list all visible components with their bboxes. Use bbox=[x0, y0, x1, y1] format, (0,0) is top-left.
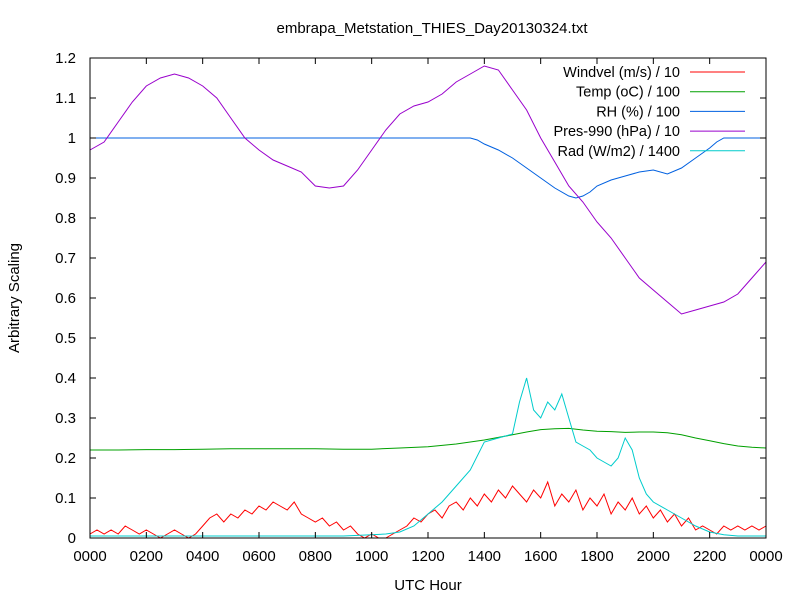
y-tick-label: 0.1 bbox=[55, 490, 76, 507]
x-tick-label: 1200 bbox=[411, 548, 444, 565]
y-tick-label: 0.6 bbox=[55, 290, 76, 307]
y-axis-label: Arbitrary Scaling bbox=[6, 243, 23, 353]
x-tick-label: 2200 bbox=[693, 548, 726, 565]
legend-label: Windvel (m/s) / 10 bbox=[563, 65, 680, 81]
x-tick-label: 1000 bbox=[355, 548, 388, 565]
legend-label: Temp (oC) / 100 bbox=[576, 85, 680, 101]
x-tick-label: 0000 bbox=[73, 548, 106, 565]
series-line-4 bbox=[89, 65, 767, 315]
x-tick-label: 0000 bbox=[749, 548, 782, 565]
y-tick-label: 1.2 bbox=[55, 50, 76, 67]
chart-title: embrapa_Metstation_THIES_Day20130324.txt bbox=[276, 20, 588, 37]
series-layer bbox=[89, 65, 767, 539]
legend-label: Pres-990 (hPa) / 10 bbox=[553, 124, 680, 140]
x-tick-label: 1400 bbox=[468, 548, 501, 565]
x-tick-label: 1600 bbox=[524, 548, 557, 565]
series-line-1 bbox=[89, 480, 767, 539]
y-tick-label: 0.4 bbox=[55, 370, 76, 387]
x-axis-label: UTC Hour bbox=[394, 577, 462, 594]
y-tick-label: 1 bbox=[68, 130, 76, 147]
y-tick-label: 0.2 bbox=[55, 450, 76, 467]
x-tick-label: 0200 bbox=[130, 548, 163, 565]
legend-label: RH (%) / 100 bbox=[596, 104, 680, 120]
x-tick-label: 0400 bbox=[186, 548, 219, 565]
x-tick-label: 0800 bbox=[299, 548, 332, 565]
y-tick-label: 0.3 bbox=[55, 410, 76, 427]
series-line-5 bbox=[90, 377, 766, 537]
legend: Windvel (m/s) / 10 Temp (oC) / 100 RH (%) … bbox=[553, 65, 745, 160]
x-tick-label: 2000 bbox=[637, 548, 670, 565]
y-tick-label: 0.9 bbox=[55, 170, 76, 187]
y-tick-label: 0.5 bbox=[55, 330, 76, 347]
series-line-3 bbox=[90, 137, 766, 199]
x-tick-label: 0600 bbox=[242, 548, 275, 565]
y-tick-label: 0.7 bbox=[55, 250, 76, 267]
y-tick-label: 0 bbox=[68, 530, 76, 547]
ticks-layer: 0000 0200 0400 0600 0800 1000 1200 1400 1600 1800… bbox=[55, 50, 783, 565]
x-tick-label: 1800 bbox=[580, 548, 613, 565]
series-line-2 bbox=[90, 427, 767, 451]
y-tick-label: 0.8 bbox=[55, 210, 76, 227]
legend-label: Rad (W/m2) / 1400 bbox=[558, 144, 681, 160]
y-tick-label: 1.1 bbox=[55, 90, 76, 107]
